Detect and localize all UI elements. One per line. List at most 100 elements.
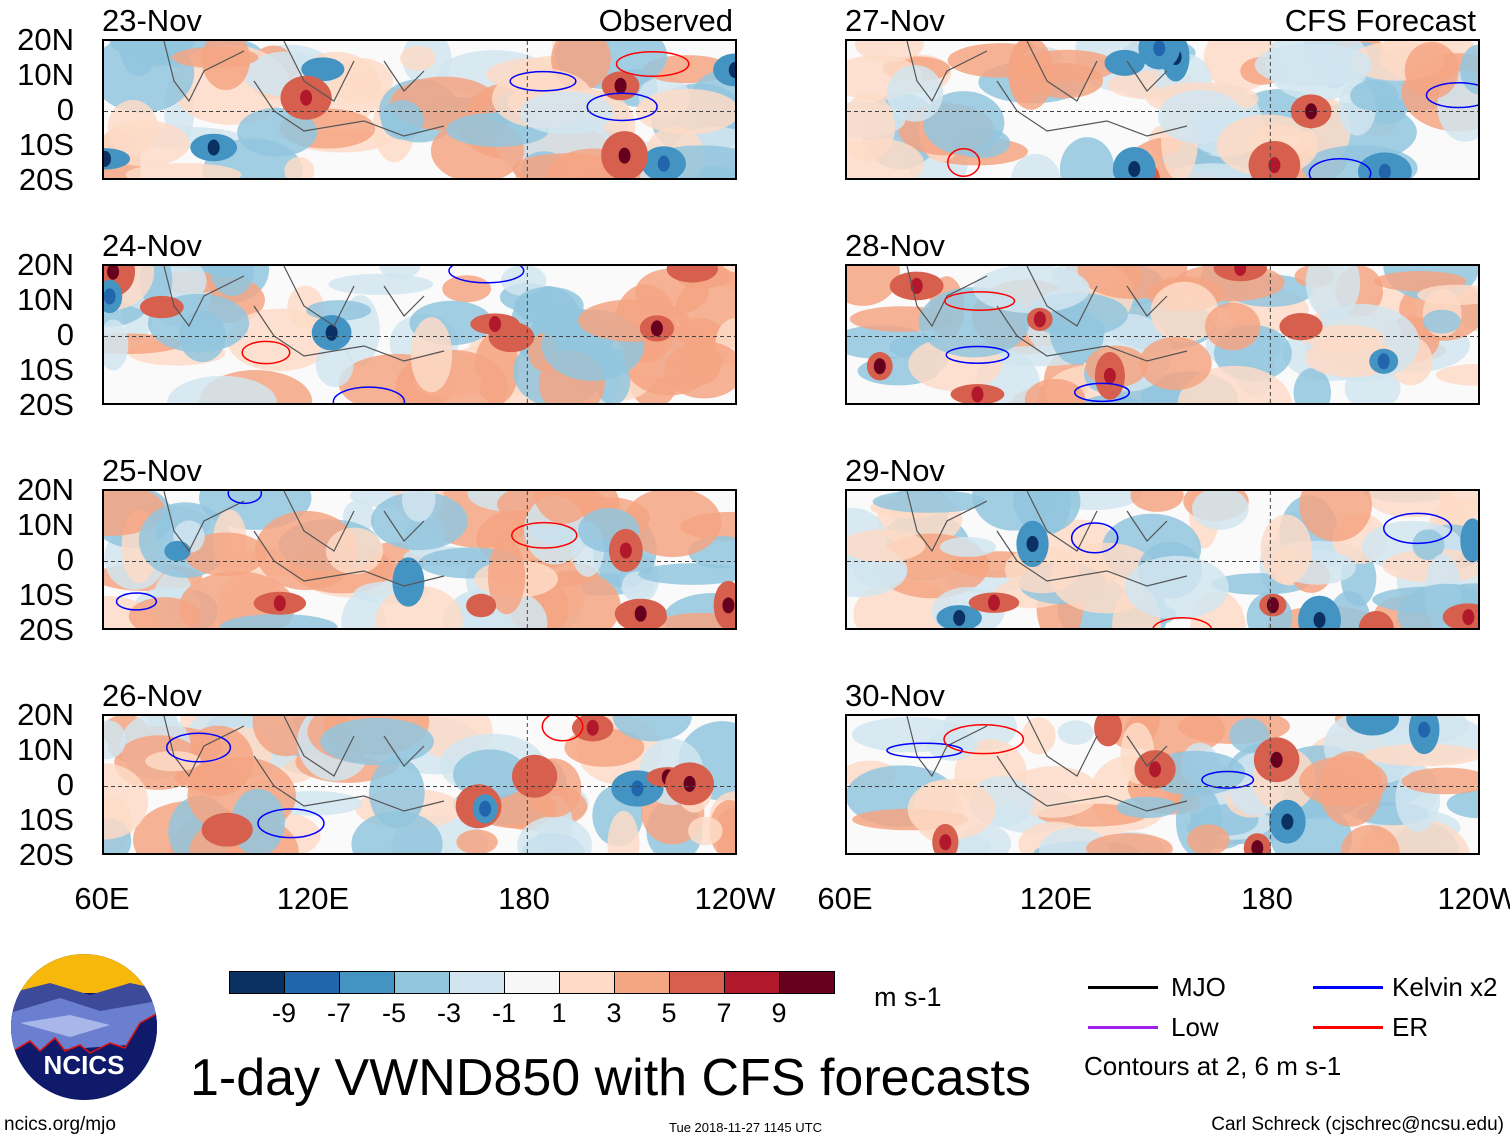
lat-tick-label: 10N [17,57,74,92]
anomaly-blob [1260,514,1312,585]
anomaly-blob [1010,153,1061,178]
anomaly-blob [1340,825,1400,853]
anomaly-core [300,89,313,106]
lat-tick-label: 0 [56,542,74,577]
anomaly-blob [886,65,944,122]
anomaly-core [657,155,670,172]
anomaly-blob [1015,49,1118,82]
anomaly-blob [1446,789,1478,819]
anomaly-blob [664,341,735,399]
anomaly-core [971,386,984,403]
coastline [906,41,1188,137]
anomaly-blob [1459,44,1478,95]
panel-date-label: 29-Nov [845,453,945,488]
lon-tick-label: 180 [1241,881,1293,916]
anomaly-blob [125,163,242,178]
anomaly-blob [1304,324,1385,352]
anomaly-blob [104,319,129,371]
colorbar-tick-label: -3 [436,998,462,1028]
anomaly-blob [380,100,424,140]
anomaly-core [1026,535,1039,552]
anomaly-core [1378,163,1391,178]
anomaly-blob [1305,266,1361,320]
lon-tick-label: 120E [1019,881,1093,916]
anomaly-blob [1024,378,1086,403]
anomaly-blob [612,716,692,742]
anomaly-blob [1077,266,1188,299]
colorbar-tick-label: 7 [716,998,732,1028]
colorbar-tick-label: 5 [661,998,677,1028]
map-panel-23-nov [102,39,737,180]
anomaly-blob [950,834,992,853]
anomaly-blob [399,45,436,71]
anomaly-blob [442,275,492,303]
panel-date-label: 28-Nov [845,228,945,263]
anomaly-blob [519,91,613,135]
panel-date-label: 27-Nov [845,3,945,38]
colorbar-tick-label: -7 [326,998,352,1028]
anomaly-blob [167,375,277,403]
lat-tick-label: 20N [17,22,74,57]
anomaly-blob [104,763,149,840]
anomaly-core [1266,597,1279,614]
wave-contour [241,340,291,365]
anomaly-core [402,574,415,591]
anomaly-blob [623,491,722,558]
lat-tick-label: 10N [17,732,74,767]
colorbar-units: m s-1 [874,982,942,1012]
anomaly-core [488,315,501,332]
colorbar-swatch [339,971,395,994]
anomaly-core [1033,311,1046,328]
coastline [163,266,445,362]
anomaly-blob [638,563,735,585]
wave-contour [1070,522,1119,554]
anomaly-blob [104,148,131,170]
lat-tick-label: 10S [18,127,74,162]
wave-contour [448,266,525,284]
wave-contour [1383,512,1453,545]
legend-line-mjo [1088,986,1158,989]
anomaly-blob [179,571,295,628]
anomaly-core [107,266,120,280]
lat-tick-label: 10S [18,802,74,837]
anomaly-core [1462,609,1475,626]
anomaly-blob [578,299,690,342]
column-header: CFS Forecast [1284,3,1476,38]
colorbar-swatch [504,971,560,994]
anomaly-blob [306,300,372,321]
anomaly-blob [1204,302,1261,351]
anomaly-core [325,324,338,341]
anomaly-blob [688,816,723,846]
anomaly-blob [517,816,592,853]
wave-contour [1425,82,1478,109]
anomaly-core [1377,353,1390,370]
legend-line-kelvin [1313,986,1383,989]
column-header: Observed [598,3,733,38]
anomaly-blob [973,266,1090,314]
anomaly-blob [847,266,900,306]
colorbar-swatch [449,971,505,994]
wave-contour [511,521,578,549]
lat-tick-label: 20S [18,162,74,197]
footer-url[interactable]: ncics.org/mjo [4,1114,116,1135]
coastline [163,716,445,812]
anomaly-core [171,543,184,560]
footer-credit: Carl Schreck (cjschrec@ncsu.edu) [1211,1114,1504,1135]
wave-contour [332,386,406,403]
panel-date-label: 26-Nov [102,678,202,713]
anomaly-core [1370,620,1383,628]
wave-contour [586,92,658,122]
anomaly-core [1313,611,1326,628]
wave-contour [943,724,1025,755]
anomaly-blob [1150,281,1219,343]
anomaly-core [475,597,488,614]
anomaly-core [683,775,696,792]
anomaly-blob [1435,364,1478,386]
map-panel-24-nov [102,264,737,405]
anomaly-blob [1367,491,1454,518]
lat-tick-label: 20S [18,387,74,422]
lat-tick-label: 10S [18,352,74,387]
map-panel-25-nov [102,489,737,630]
anomaly-core [1366,716,1379,727]
anomaly-blob [923,91,1005,155]
